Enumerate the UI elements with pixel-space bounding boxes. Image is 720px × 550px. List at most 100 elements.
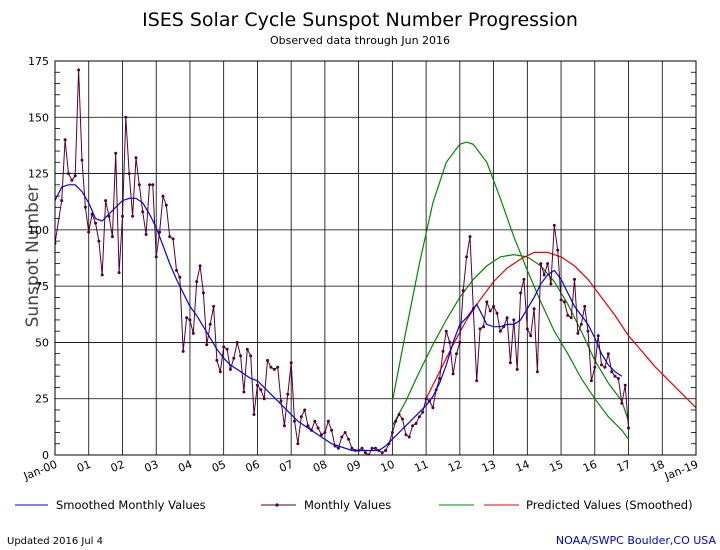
monthly-point [154,255,158,259]
monthly-point [225,347,229,351]
monthly-point [73,174,77,178]
monthly-point [407,435,411,439]
y-tick-label: 50 [35,336,49,349]
monthly-point [63,138,67,142]
monthly-point [313,419,317,423]
y-tick-labels: 0 25 50 75 100 125 150 175 [28,55,49,462]
monthly-point [549,282,553,286]
monthly-point [542,273,546,277]
monthly-point [228,367,232,371]
monthly-point [583,304,587,308]
monthly-point [262,397,266,401]
monthly-point [350,446,354,450]
monthly-point [343,431,347,434]
monthly-point [505,316,509,320]
monthly-point [239,354,243,358]
monthly-point [492,304,496,308]
monthly-point [579,322,583,326]
monthly-point [374,446,377,450]
y-tick-label: 75 [35,280,49,293]
monthly-point [370,446,374,450]
monthly-point [589,379,593,383]
monthly-point [178,275,182,279]
monthly-point [559,298,563,302]
monthly-point [100,273,104,277]
predicted-curve [391,141,629,440]
monthly-point [498,329,502,333]
monthly-point [556,248,560,252]
monthly-point [245,347,249,351]
monthly-point [161,194,165,198]
series-layer [55,68,696,455]
monthly-point [508,361,512,365]
monthly-point [252,413,256,416]
chart-title: ISES Solar Cycle Sunspot Number Progress… [142,9,578,31]
monthly-point [421,410,425,414]
monthly-point [424,397,428,401]
monthly-point [83,205,87,209]
y-tick-label: 150 [28,111,49,124]
monthly-point [326,419,330,423]
x-tick-label: 18 [649,458,667,475]
monthly-point [417,415,421,419]
monthly-point [627,426,630,430]
monthly-point [616,377,620,380]
monthly-point [515,367,519,371]
x-tick-label: 01 [75,458,93,475]
x-tick-labels: Jan-00 01 02 03 04 05 06 07 08 09 10 11 12 13 14 15 16 17… [21,458,700,484]
x-tick-label: 06 [244,458,262,475]
monthly-point [458,340,462,344]
monthly-point [299,415,303,419]
source-credit: NOAA/SWPC Boulder,CO USA [556,534,717,547]
monthly-point [552,223,556,227]
monthly-point [360,446,364,450]
monthly-point [380,451,384,455]
monthly-point [475,379,479,383]
monthly-point [293,419,296,423]
y-axis-label: Sunspot Number [23,185,43,328]
y-tick-label: 25 [35,393,49,406]
monthly-point [562,300,566,304]
monthly-point [613,374,617,378]
monthly-point [384,449,388,452]
monthly-point [191,331,195,335]
monthly-point [242,390,246,394]
monthly-point [134,156,138,160]
monthly-point [94,221,97,225]
monthly-point [114,151,118,155]
monthly-point [121,214,124,218]
x-tick-label: 14 [514,458,532,475]
monthly-point [596,334,600,338]
monthly-point [249,354,253,358]
monthly-point [272,367,276,371]
x-tick-label: 03 [142,458,160,475]
monthly-point [205,343,209,347]
smoothed-line [55,184,623,452]
x-tick-label: 12 [446,458,464,475]
monthly-point [97,239,101,243]
monthly-point [208,322,212,326]
monthly-point [164,203,168,207]
monthly-point [401,417,404,421]
monthly-point [269,365,273,369]
monthly-point [104,199,108,203]
monthly-point [323,431,327,434]
monthly-point [569,316,573,320]
monthly-point [70,178,74,182]
x-tick-label: 07 [277,458,295,475]
monthly-point [441,349,445,353]
monthly-point [151,183,155,187]
monthly-point [266,358,269,362]
x-tick-label: 17 [615,458,633,475]
x-tick-label: 02 [109,458,127,475]
monthly-point [539,262,543,266]
monthly-point [212,304,216,308]
monthly-point [593,365,597,369]
monthly-point [198,264,202,268]
chart-subtitle: Observed data through Jun 2016 [270,34,450,47]
monthly-point [110,235,114,239]
monthly-point [289,361,293,365]
monthly-point [478,327,482,331]
monthly-point [188,318,192,322]
